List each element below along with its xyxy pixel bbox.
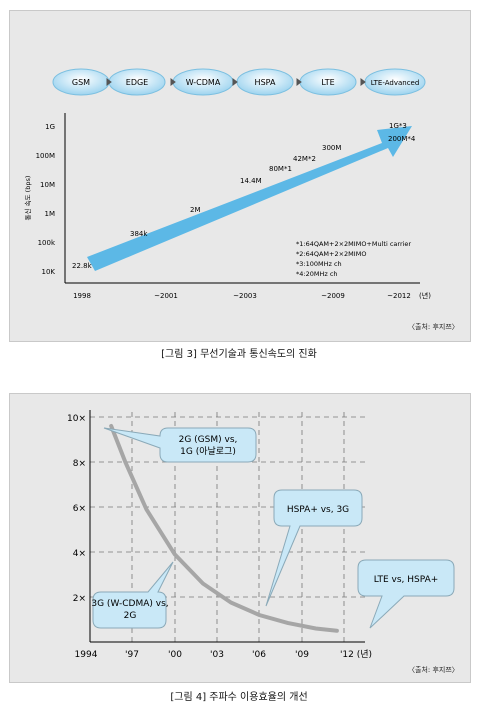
- y-tick-label: 10M: [40, 181, 55, 189]
- y-tick-label: 2×: [73, 594, 86, 604]
- figure1-source: 〈출처: 후지쯔〉: [408, 323, 459, 331]
- figure1-chart: GSM EDGE W-CDMA HSPA LTE LTE-Advanced: [23, 68, 431, 300]
- x-tick-label: '00: [168, 650, 182, 660]
- figure1-caption: [그림 3] 무선기술과 통신속도의 진화: [161, 349, 317, 360]
- callout-lte-vs-hspa: LTE vs, HSPA+: [357, 559, 455, 629]
- footnotes: *1:64QAM+2×2MIMO+Multi carrier *2:64QAM+…: [296, 240, 411, 278]
- callout-hspa-vs-3g: HSPA+ vs, 3G: [265, 489, 363, 607]
- point-label: 42M*2: [293, 155, 316, 163]
- footnote: *2:64QAM+2×2MIMO: [296, 250, 366, 258]
- growth-arrow: [87, 126, 412, 271]
- y-tick-label: 10K: [42, 268, 56, 276]
- point-label: 22.8k: [72, 262, 93, 270]
- point-label: 200M*4: [388, 135, 416, 143]
- callout-text: 3G (W-CDMA) vs, 2G: [91, 599, 168, 621]
- x-tick-label: '09: [295, 650, 309, 660]
- footnote: *3:100MHz ch: [296, 260, 342, 268]
- x-tick-label: ~2009: [321, 292, 345, 300]
- callout-2g-vs-1g: 2G (GSM) vs, 1G (아날로그): [103, 427, 257, 463]
- point-label: 80M*1: [269, 165, 292, 173]
- y-tick-label: 100M: [36, 152, 55, 160]
- callout-text: HSPA+ vs, 3G: [287, 505, 349, 515]
- point-label: 300M: [322, 144, 341, 152]
- x-tick-label: ~2003: [233, 292, 257, 300]
- evolution-label: LTE-Advanced: [371, 79, 420, 87]
- point-label: 1G*3: [389, 122, 407, 130]
- footnote: *1:64QAM+2×2MIMO+Multi carrier: [296, 240, 411, 248]
- x-tick-label: '06: [252, 650, 266, 660]
- y-tick-label: 100k: [38, 239, 56, 247]
- evolution-connectors: [106, 78, 366, 86]
- x-tick-label: ~2012: [387, 292, 411, 300]
- y-tick-label: 8×: [73, 459, 86, 469]
- point-label: 384k: [130, 230, 148, 238]
- y-tick-label: 1G: [45, 123, 55, 131]
- point-label: 2M: [190, 206, 201, 214]
- callout-3g-vs-2g: 3G (W-CDMA) vs, 2G: [91, 561, 174, 629]
- figure1-panel: [9, 10, 471, 342]
- y-tick-label: 1M: [45, 210, 56, 218]
- x-tick-label: '12 (년): [340, 649, 372, 660]
- x-tick-label: '03: [210, 650, 224, 660]
- callout-text: LTE vs, HSPA+: [374, 575, 439, 585]
- x-tick-label: '97: [125, 650, 139, 660]
- y-tick-label: 10×: [67, 414, 86, 424]
- evolution-row: GSM EDGE W-CDMA HSPA LTE LTE-Advanced: [52, 68, 426, 96]
- evolution-label: LTE: [321, 78, 334, 87]
- y-tick-label: 4×: [73, 549, 86, 559]
- evolution-label: EDGE: [126, 78, 148, 87]
- y-axis-label: 통신 속도 (bps): [23, 176, 32, 221]
- callout-text: 2G (GSM) vs, 1G (아날로그): [179, 435, 238, 457]
- efficiency-curve: [109, 424, 339, 633]
- x-tick-label: 1998: [73, 292, 91, 300]
- x-unit-label: (년): [419, 291, 431, 300]
- point-label: 14.4M: [240, 177, 262, 185]
- evolution-label: GSM: [72, 78, 90, 87]
- y-tick-label: 6×: [73, 504, 86, 514]
- evolution-label: HSPA: [255, 78, 276, 87]
- footnote: *4:20MHz ch: [296, 270, 338, 278]
- x-tick-label: 1994: [75, 650, 98, 660]
- figure2-caption: [그림 4] 주파수 이용효율의 개선: [170, 692, 308, 703]
- evolution-label: W-CDMA: [186, 78, 221, 87]
- x-tick-label: ~2001: [154, 292, 178, 300]
- figure2-source: 〈출처: 후지쯔〉: [408, 666, 459, 674]
